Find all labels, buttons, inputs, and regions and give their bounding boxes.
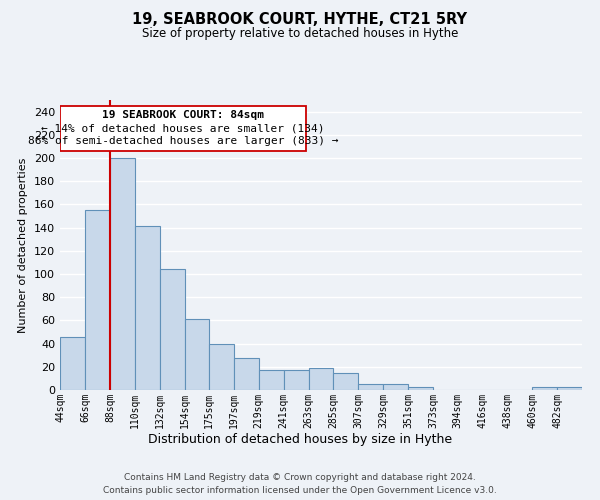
Bar: [383, 384, 409, 390]
Bar: [259, 370, 284, 390]
Text: ← 14% of detached houses are smaller (134): ← 14% of detached houses are smaller (13…: [41, 123, 325, 133]
Text: 19, SEABROOK COURT, HYTHE, CT21 5RY: 19, SEABROOK COURT, HYTHE, CT21 5RY: [133, 12, 467, 28]
Bar: [185, 319, 209, 390]
Text: Contains HM Land Registry data © Crown copyright and database right 2024.: Contains HM Land Registry data © Crown c…: [124, 472, 476, 482]
Text: Contains public sector information licensed under the Open Government Licence v3: Contains public sector information licen…: [103, 486, 497, 495]
Bar: [160, 270, 185, 390]
Bar: [308, 368, 334, 390]
Text: 86% of semi-detached houses are larger (833) →: 86% of semi-detached houses are larger (…: [28, 136, 338, 146]
Bar: [409, 386, 433, 390]
Bar: [532, 386, 557, 390]
Bar: [60, 336, 85, 390]
Bar: [233, 358, 259, 390]
Bar: [284, 370, 308, 390]
Y-axis label: Number of detached properties: Number of detached properties: [19, 158, 28, 332]
Text: Distribution of detached houses by size in Hythe: Distribution of detached houses by size …: [148, 432, 452, 446]
Bar: [110, 158, 135, 390]
Bar: [358, 384, 383, 390]
Bar: [135, 226, 160, 390]
Bar: [209, 344, 233, 390]
Bar: [85, 210, 110, 390]
Text: 19 SEABROOK COURT: 84sqm: 19 SEABROOK COURT: 84sqm: [102, 110, 264, 120]
Bar: [334, 372, 358, 390]
Bar: [557, 386, 582, 390]
FancyBboxPatch shape: [60, 106, 306, 151]
Text: Size of property relative to detached houses in Hythe: Size of property relative to detached ho…: [142, 28, 458, 40]
